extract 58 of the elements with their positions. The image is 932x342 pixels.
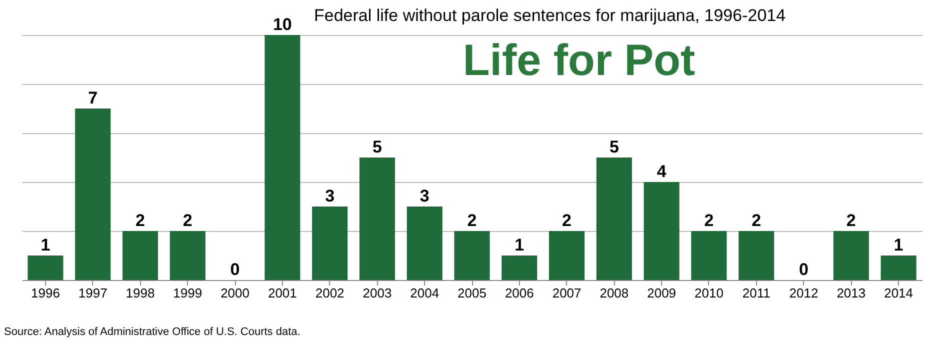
data-label: 5 <box>609 138 619 156</box>
bar <box>28 256 64 280</box>
data-label: 7 <box>88 88 98 108</box>
bar <box>359 158 395 280</box>
bar <box>833 231 869 280</box>
x-tick-label: 2010 <box>694 286 724 300</box>
x-tick-label: 2005 <box>458 286 486 300</box>
bar <box>549 231 585 280</box>
bar <box>596 158 632 280</box>
bar <box>312 206 348 280</box>
data-label: 0 <box>799 260 808 279</box>
source-note: Source: Analysis of Administrative Office of U.S. Courts data. <box>4 326 300 338</box>
x-tick-label: 1997 <box>78 286 108 300</box>
data-label: 2 <box>752 211 762 230</box>
data-label: 2 <box>136 211 145 230</box>
x-tick-label: 2003 <box>362 286 392 300</box>
chart-subtitle: Life for Pot <box>462 36 696 85</box>
bar <box>454 231 490 280</box>
x-tick-label: 2001 <box>268 286 297 300</box>
data-label: 0 <box>230 260 240 279</box>
x-tick-label: 2002 <box>315 286 344 300</box>
data-label: 1 <box>894 236 904 254</box>
bar <box>502 256 538 280</box>
x-tick-label: 2007 <box>552 286 582 300</box>
x-tick-label: 1999 <box>173 286 202 300</box>
data-label: 1 <box>40 236 50 254</box>
bar <box>738 231 774 280</box>
data-label: 3 <box>420 186 430 206</box>
x-tick-label: 1996 <box>31 286 60 300</box>
x-tick-label: 2012 <box>789 286 818 300</box>
data-label: 5 <box>372 138 382 156</box>
data-label: 10 <box>272 15 292 34</box>
bar <box>880 256 916 280</box>
data-label: 4 <box>656 162 667 181</box>
data-label: 2 <box>704 211 714 230</box>
data-label: 3 <box>325 186 335 206</box>
data-label: 2 <box>182 211 192 230</box>
x-tick-label: 1998 <box>126 286 155 300</box>
x-tick-label: 2013 <box>836 286 866 300</box>
x-tick-label: 2009 <box>647 286 676 300</box>
data-label: 2 <box>562 211 572 230</box>
bar <box>122 231 158 280</box>
x-tick-label: 2014 <box>884 286 913 300</box>
x-tick-label: 2004 <box>410 286 440 300</box>
x-tick-label: 2011 <box>742 286 770 300</box>
chart-title: Federal life without parole sentences for marijuana, 1996-2014 <box>314 6 786 25</box>
x-tick-label: 2006 <box>504 286 534 300</box>
bar <box>691 231 727 280</box>
data-label: 2 <box>467 211 477 230</box>
bar <box>170 231 206 280</box>
data-label: 2 <box>846 211 856 230</box>
x-tick-label: 2008 <box>600 286 629 300</box>
bar <box>644 182 680 280</box>
bar <box>406 206 442 280</box>
data-label: 1 <box>514 236 524 254</box>
bar <box>264 35 300 280</box>
x-tick-label: 2000 <box>220 286 250 300</box>
bar <box>75 108 111 280</box>
